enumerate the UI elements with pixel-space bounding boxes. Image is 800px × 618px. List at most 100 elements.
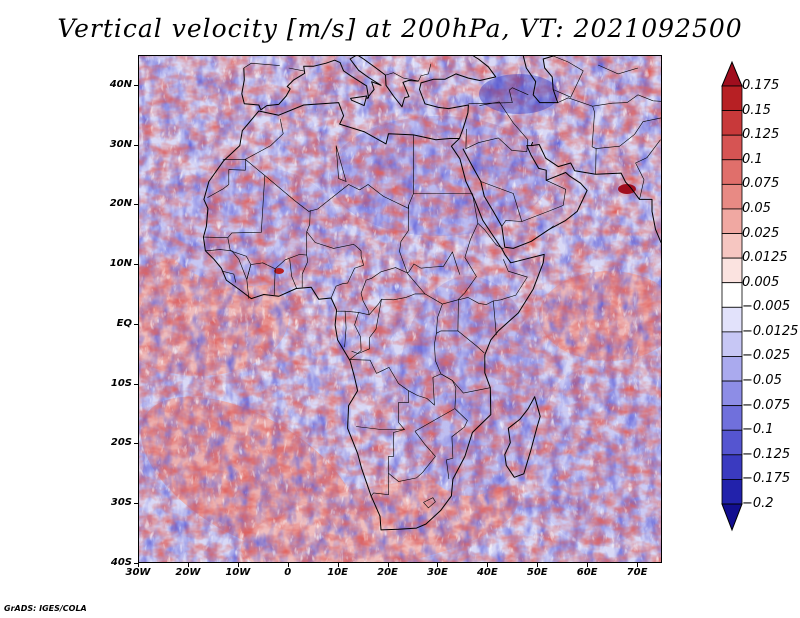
colorbar-swatch	[721, 208, 743, 234]
colorbar-swatch	[721, 429, 743, 456]
country-border	[418, 63, 432, 82]
country-border	[243, 62, 280, 69]
colorbar-swatch	[721, 356, 743, 382]
colorbar-min-triangle	[721, 503, 743, 532]
country-border	[480, 180, 567, 222]
country-border	[440, 373, 491, 394]
levant-coastline	[419, 56, 497, 139]
colorbar-label: −0.175	[742, 471, 791, 487]
country-border	[436, 299, 459, 334]
country-border	[335, 145, 347, 183]
lat-tick	[134, 204, 138, 206]
country-border	[468, 90, 513, 105]
colorbar-label: −0.005	[742, 299, 791, 315]
lat-tick-label: 10S	[110, 377, 132, 389]
map-title: Vertical velocity [m/s] at 200hPa, VT: 2…	[57, 14, 743, 43]
lat-tick	[134, 443, 138, 445]
country-border	[493, 259, 528, 302]
lat-tick-label: 20N	[109, 198, 132, 210]
country-border	[222, 270, 237, 283]
grads-credit: GrADS: IGES/COLA	[4, 604, 87, 613]
country-border	[273, 268, 276, 296]
country-border	[289, 259, 297, 289]
colorbar-swatch	[721, 454, 743, 480]
country-border	[553, 56, 584, 98]
country-border	[203, 236, 228, 238]
country-border	[472, 193, 504, 250]
country-border	[351, 299, 382, 354]
colorbar-swatch	[721, 306, 743, 333]
lon-tick-label: 40E	[476, 567, 498, 578]
country-border	[596, 117, 661, 149]
colorbar-swatch	[721, 282, 743, 308]
lat-tick-label: 40S	[110, 557, 132, 568]
country-border	[446, 408, 468, 480]
colorbar-label: 0.1	[742, 151, 763, 167]
colorbar-label: −0.1	[742, 422, 774, 438]
country-border	[246, 264, 252, 299]
colorbar	[721, 60, 743, 532]
colorbar-label: −0.125	[742, 446, 791, 462]
lat-tick	[134, 563, 138, 564]
country-border	[349, 359, 409, 430]
country-borders	[203, 56, 661, 509]
colorbar-label: 0.15	[742, 102, 771, 118]
colorbar-swatch	[721, 479, 743, 505]
country-border	[423, 497, 436, 509]
lon-tick	[337, 563, 339, 567]
colorbar-label: −0.0125	[742, 323, 799, 339]
lat-tick	[134, 323, 138, 325]
colorbar-swatch	[721, 134, 743, 161]
colorbar-label: 0.175	[742, 78, 780, 93]
lon-tick	[637, 563, 639, 567]
strong-ascent-spot	[618, 184, 636, 194]
balkans-coastline	[358, 56, 419, 108]
country-border	[557, 97, 597, 175]
lon-tick	[287, 563, 289, 567]
coastlines	[202, 56, 661, 531]
ascent-spot	[274, 268, 284, 274]
colorbar-swatch	[721, 405, 743, 431]
lat-tick-label: EQ	[116, 317, 132, 329]
lon-tick-label: 20E	[377, 567, 398, 578]
country-border	[465, 101, 529, 152]
country-border	[360, 279, 425, 316]
colorbar-swatch	[721, 159, 743, 185]
country-border	[457, 330, 485, 354]
country-border	[635, 139, 661, 200]
colorbar-label: 0.075	[742, 176, 780, 192]
country-border	[245, 118, 284, 160]
colorbar-swatch	[721, 183, 743, 210]
lat-tick-label: 30N	[109, 138, 132, 150]
lon-tick-label: 10W	[225, 567, 251, 578]
country-border	[408, 251, 461, 275]
lat-tick	[134, 503, 138, 505]
colorbar-label: −0.075	[742, 397, 791, 413]
lon-tick	[187, 563, 189, 567]
near-zero-texture	[139, 56, 661, 562]
lon-tick-label: 30W	[125, 567, 151, 578]
africa-coastline	[202, 102, 545, 531]
country-border	[385, 72, 419, 82]
colorbar-max-triangle	[721, 60, 743, 87]
country-border	[366, 267, 409, 281]
lat-tick-label: 20S	[110, 437, 132, 449]
country-border	[370, 473, 389, 497]
lat-tick-label: 40N	[109, 78, 132, 90]
lon-tick-label: 30E	[427, 567, 448, 578]
lat-tick	[134, 383, 138, 385]
lon-tick	[237, 563, 239, 567]
lon-tick-label: 10E	[327, 567, 348, 578]
country-border	[227, 175, 311, 270]
map-panel	[138, 55, 662, 563]
lon-tick	[387, 563, 389, 567]
lon-tick-label: 70E	[626, 567, 648, 578]
country-border	[344, 311, 347, 348]
colorbar-label: 0.025	[742, 225, 780, 241]
lon-tick	[587, 563, 589, 567]
colorbar-swatch	[721, 331, 743, 357]
gulf-coastline	[530, 141, 534, 146]
colorbar-swatch	[721, 85, 743, 111]
lon-tick	[437, 563, 439, 567]
colorbar-label: 0.05	[742, 200, 771, 216]
